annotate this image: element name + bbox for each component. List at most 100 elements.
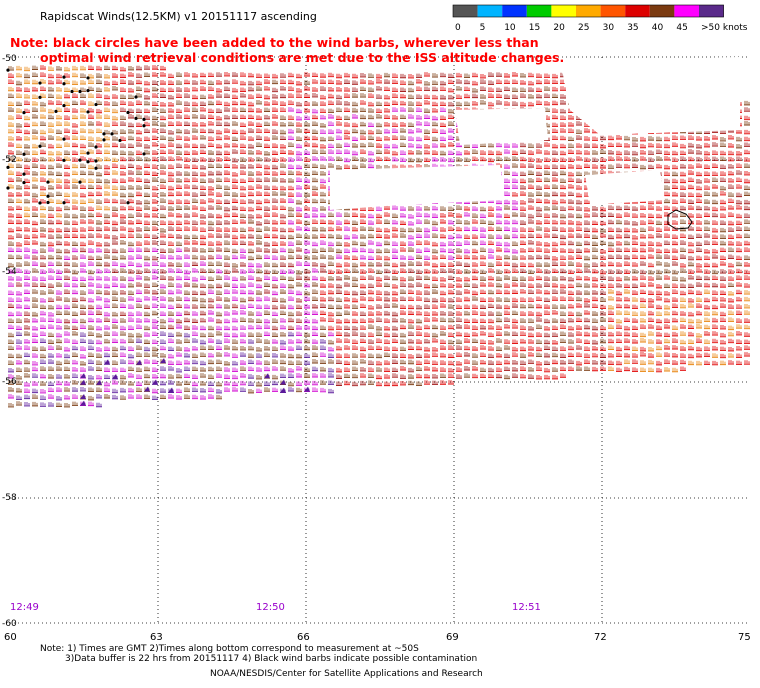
wind-barb: [392, 122, 398, 127]
wind-barb: [200, 247, 206, 253]
wind-barb: [696, 262, 702, 268]
wind-barb: [672, 184, 678, 189]
wind-barb: [216, 143, 222, 149]
wind-barb: [568, 325, 574, 331]
wind-barb: [712, 317, 718, 323]
wind-barb: [240, 135, 246, 140]
wind-barb: [152, 115, 158, 121]
lat-label: -52: [2, 155, 17, 165]
wind-barb: [96, 93, 102, 98]
wind-barb: [584, 192, 590, 197]
wind-barb: [336, 318, 342, 324]
wind-barb: [672, 234, 678, 239]
wind-barb: [568, 128, 574, 133]
wind-barb: [192, 366, 198, 371]
wind-barb: [480, 156, 486, 162]
wind-barb: [632, 304, 638, 310]
wind-barb: [8, 163, 14, 168]
wind-barb: [288, 135, 294, 140]
wind-barb: [144, 283, 150, 288]
wind-barb: [544, 325, 550, 331]
wind-barb: [240, 338, 246, 344]
wind-barb: [216, 261, 222, 266]
wind-barb: [624, 205, 630, 210]
wind-barb: [400, 346, 406, 352]
wind-barb: [192, 318, 198, 323]
wind-barb: [680, 324, 686, 329]
wind-barb: [104, 213, 110, 219]
wind-barb: [312, 303, 318, 309]
wind-barb: [16, 353, 22, 359]
wind-barb: [712, 248, 718, 254]
wind-barb: [120, 107, 126, 112]
wind-barb: [192, 234, 198, 240]
wind-barb: [360, 213, 366, 218]
wind-barb: [600, 255, 606, 260]
wind-barb: [104, 122, 110, 127]
wind-barb: [80, 394, 86, 400]
wind-barb: [696, 185, 702, 191]
wind-barb: [104, 156, 110, 162]
wind-barb: [160, 296, 166, 301]
wind-barb: [360, 241, 366, 247]
wind-barb: [312, 72, 318, 78]
wind-barb: [8, 73, 14, 78]
wind-barb: [512, 248, 518, 254]
wind-barb: [320, 352, 326, 357]
wind-barb: [552, 352, 558, 358]
wind-barb: [408, 128, 414, 134]
wind-barb: [336, 94, 342, 100]
wind-barb: [160, 254, 166, 259]
wind-barb: [216, 388, 222, 394]
wind-barb: [16, 184, 22, 190]
wind-barb: [704, 275, 710, 281]
wind-barb: [544, 289, 550, 295]
wind-barb: [440, 86, 446, 91]
wind-barb: [632, 234, 638, 240]
wind-barb: [408, 331, 414, 336]
wind-barb: [304, 296, 310, 301]
wind-barb: [136, 65, 142, 71]
quality-flag-dot: [86, 110, 90, 114]
wind-barb: [688, 275, 694, 280]
wind-barb: [72, 366, 78, 372]
wind-barb: [328, 114, 334, 119]
wind-barb: [432, 311, 438, 316]
wind-barb: [288, 93, 294, 98]
wind-barb: [312, 212, 318, 218]
wind-barb: [728, 346, 734, 352]
wind-barb: [240, 276, 246, 281]
wind-barb: [120, 156, 126, 162]
wind-barb: [88, 317, 94, 323]
wind-barb: [240, 373, 246, 378]
wind-barb: [416, 149, 422, 155]
wind-barb: [48, 164, 54, 170]
wind-barb: [520, 233, 526, 239]
wind-barb: [544, 177, 550, 182]
wind-barb: [56, 206, 62, 212]
wind-barb: [72, 380, 78, 385]
wind-barb: [584, 240, 590, 246]
wind-barb: [296, 170, 302, 176]
wind-barb: [32, 150, 38, 155]
wind-barb: [256, 304, 262, 309]
wind-barb: [448, 345, 454, 350]
wind-barb: [448, 324, 454, 330]
wind-barb: [232, 387, 238, 392]
wind-barb: [480, 227, 486, 232]
wind-barb: [312, 87, 318, 92]
wind-barb: [552, 191, 558, 197]
wind-barb: [552, 79, 558, 85]
wind-barb: [688, 199, 694, 204]
gap-region-1: [330, 165, 505, 210]
wind-barb: [48, 387, 54, 392]
wind-barb: [584, 233, 590, 238]
wind-barb: [320, 171, 326, 176]
wind-barb: [664, 164, 670, 170]
wind-barb: [40, 338, 46, 343]
wind-barb: [120, 219, 126, 224]
wind-barb: [88, 86, 94, 91]
wind-barb: [296, 353, 302, 359]
wind-barb: [368, 332, 374, 337]
wind-barb: [112, 352, 118, 357]
